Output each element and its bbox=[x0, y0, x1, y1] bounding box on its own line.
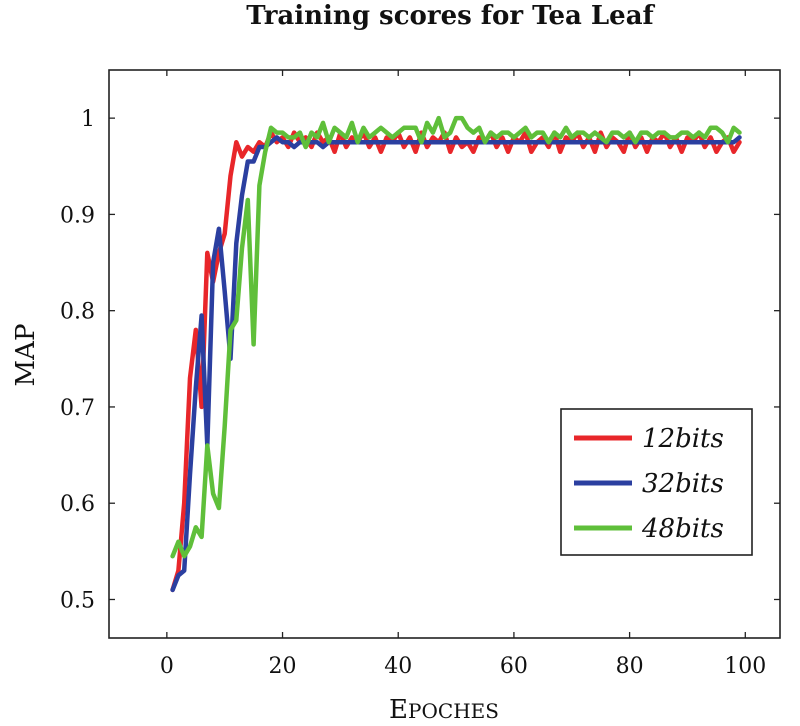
x-axis-label-initial: E bbox=[389, 695, 408, 725]
legend-label-48bits: 48bits bbox=[641, 514, 724, 544]
x-axis-label-rest: POCHES bbox=[408, 699, 499, 723]
series-lines bbox=[170, 115, 742, 593]
plot-frame bbox=[108, 69, 781, 639]
chart-title: Training scores for Tea Leaf bbox=[246, 1, 655, 31]
y-axis-label: MAP bbox=[11, 324, 41, 387]
legend-label-12bits: 12bits bbox=[642, 424, 724, 454]
y-tick-label: 0.8 bbox=[60, 300, 95, 325]
x-tick-label: 80 bbox=[616, 654, 644, 679]
x-tick-label: 0 bbox=[160, 654, 174, 679]
y-tick-label: 1 bbox=[81, 107, 95, 132]
series-line-48bits bbox=[170, 115, 742, 559]
y-axis-ticks: 0.5 0.6 0.7 0.8 0.9 1 bbox=[60, 107, 780, 613]
x-tick-label: 40 bbox=[384, 654, 412, 679]
y-tick-label: 0.5 bbox=[60, 588, 95, 613]
legend: 12bits 32bits 48bits bbox=[560, 408, 753, 556]
x-tick-label: 60 bbox=[500, 654, 528, 679]
y-tick-label: 0.6 bbox=[60, 492, 95, 517]
plot-area: 0.5 0.6 0.7 0.8 0.9 1 0 20 40 60 80 100 bbox=[60, 69, 781, 679]
legend-entries: 12bits 32bits 48bits bbox=[574, 424, 724, 544]
x-tick-label: 100 bbox=[724, 654, 766, 679]
x-tick-label: 20 bbox=[269, 654, 297, 679]
y-tick-label: 0.9 bbox=[60, 203, 95, 228]
legend-label-32bits: 32bits bbox=[642, 469, 724, 499]
x-axis-label: EPOCHES bbox=[389, 695, 499, 725]
y-tick-label: 0.7 bbox=[60, 396, 95, 421]
x-axis-ticks: 0 20 40 60 80 100 bbox=[160, 70, 766, 679]
